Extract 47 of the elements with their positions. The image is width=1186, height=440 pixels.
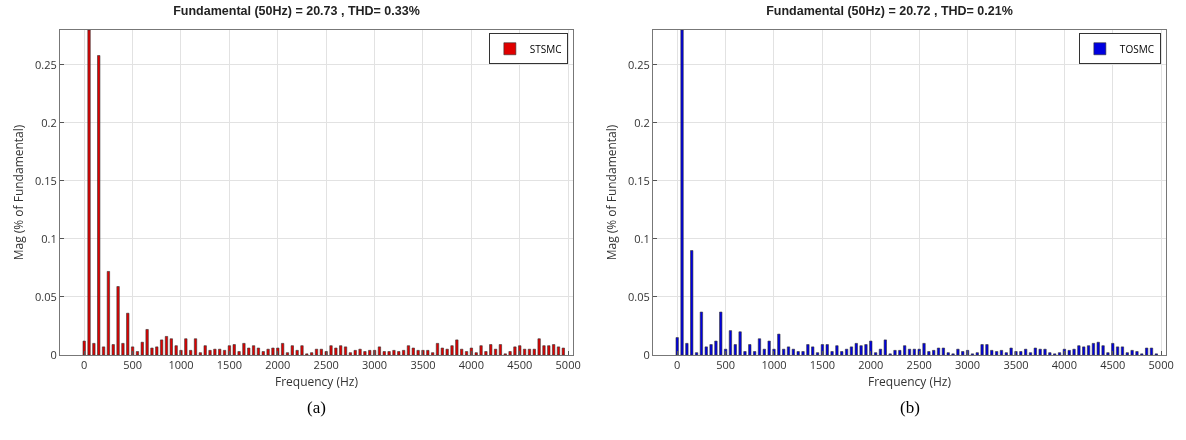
y-axis-title: Mag (% of Fundamental)	[10, 124, 28, 261]
y-tick-label: 0.1	[634, 230, 650, 246]
y-tick-label: 0.15	[628, 172, 650, 188]
x-tick-label: 1500	[216, 357, 242, 373]
y-tick-label: 0.2	[41, 114, 57, 130]
text: (a)	[307, 398, 326, 417]
x-tick-label: 3000	[361, 357, 388, 373]
x-tick-label: 4500	[507, 357, 533, 373]
bar	[561, 347, 565, 355]
x-axis-title: Frequency (Hz)	[867, 373, 952, 391]
x-tick-label: 3500	[1003, 357, 1029, 373]
x-tick-label: 4500	[1100, 357, 1126, 373]
x-tick-label: 3000	[954, 357, 981, 373]
x-tick-label: 2000	[265, 357, 291, 373]
x-tick-label: 5000	[555, 357, 581, 373]
chart-title: Fundamental (50Hz) = 20.73 , THD= 0.33%	[173, 4, 420, 19]
x-tick-label: 1000	[168, 357, 194, 373]
x-tick-label: 2500	[906, 357, 932, 373]
y-tick-label: 0.2	[634, 114, 650, 130]
x-tick-label: 4000	[458, 357, 484, 373]
y-tick-label: 0.25	[35, 56, 57, 72]
text: (b)	[900, 398, 920, 417]
x-tick-label: 4000	[1051, 357, 1077, 373]
bar	[907, 348, 912, 355]
x-tick-label: 1500	[809, 357, 835, 373]
x-tick-label: 2500	[313, 357, 339, 373]
x-tick-label: 5000	[1148, 357, 1174, 373]
x-tick-label: 3500	[410, 357, 436, 373]
x-tick-label: 2000	[858, 357, 884, 373]
legend-label: TOSMC	[1119, 41, 1154, 56]
y-tick-label: 0.05	[35, 288, 57, 304]
y-tick-label: 0.05	[628, 288, 650, 304]
y-tick-label: 0.1	[41, 230, 57, 246]
y-tick-label: 0	[50, 346, 57, 362]
x-tick-label: 500	[123, 357, 143, 373]
x-tick-label: 1000	[761, 357, 787, 373]
y-axis-title: Mag (% of Fundamental)	[603, 124, 621, 261]
y-tick-label: 0	[643, 346, 650, 362]
y-tick-label: 0.25	[628, 56, 650, 72]
x-tick-label: 0	[81, 357, 88, 373]
y-tick-label: 0.15	[35, 172, 57, 188]
x-tick-label: 500	[716, 357, 736, 373]
x-axis-title: Frequency (Hz)	[274, 373, 359, 391]
bar	[314, 348, 319, 355]
chart-title: Fundamental (50Hz) = 20.72 , THD= 0.21%	[766, 4, 1013, 19]
x-tick-label: 0	[674, 357, 681, 373]
legend-label: STSMC	[529, 41, 562, 56]
